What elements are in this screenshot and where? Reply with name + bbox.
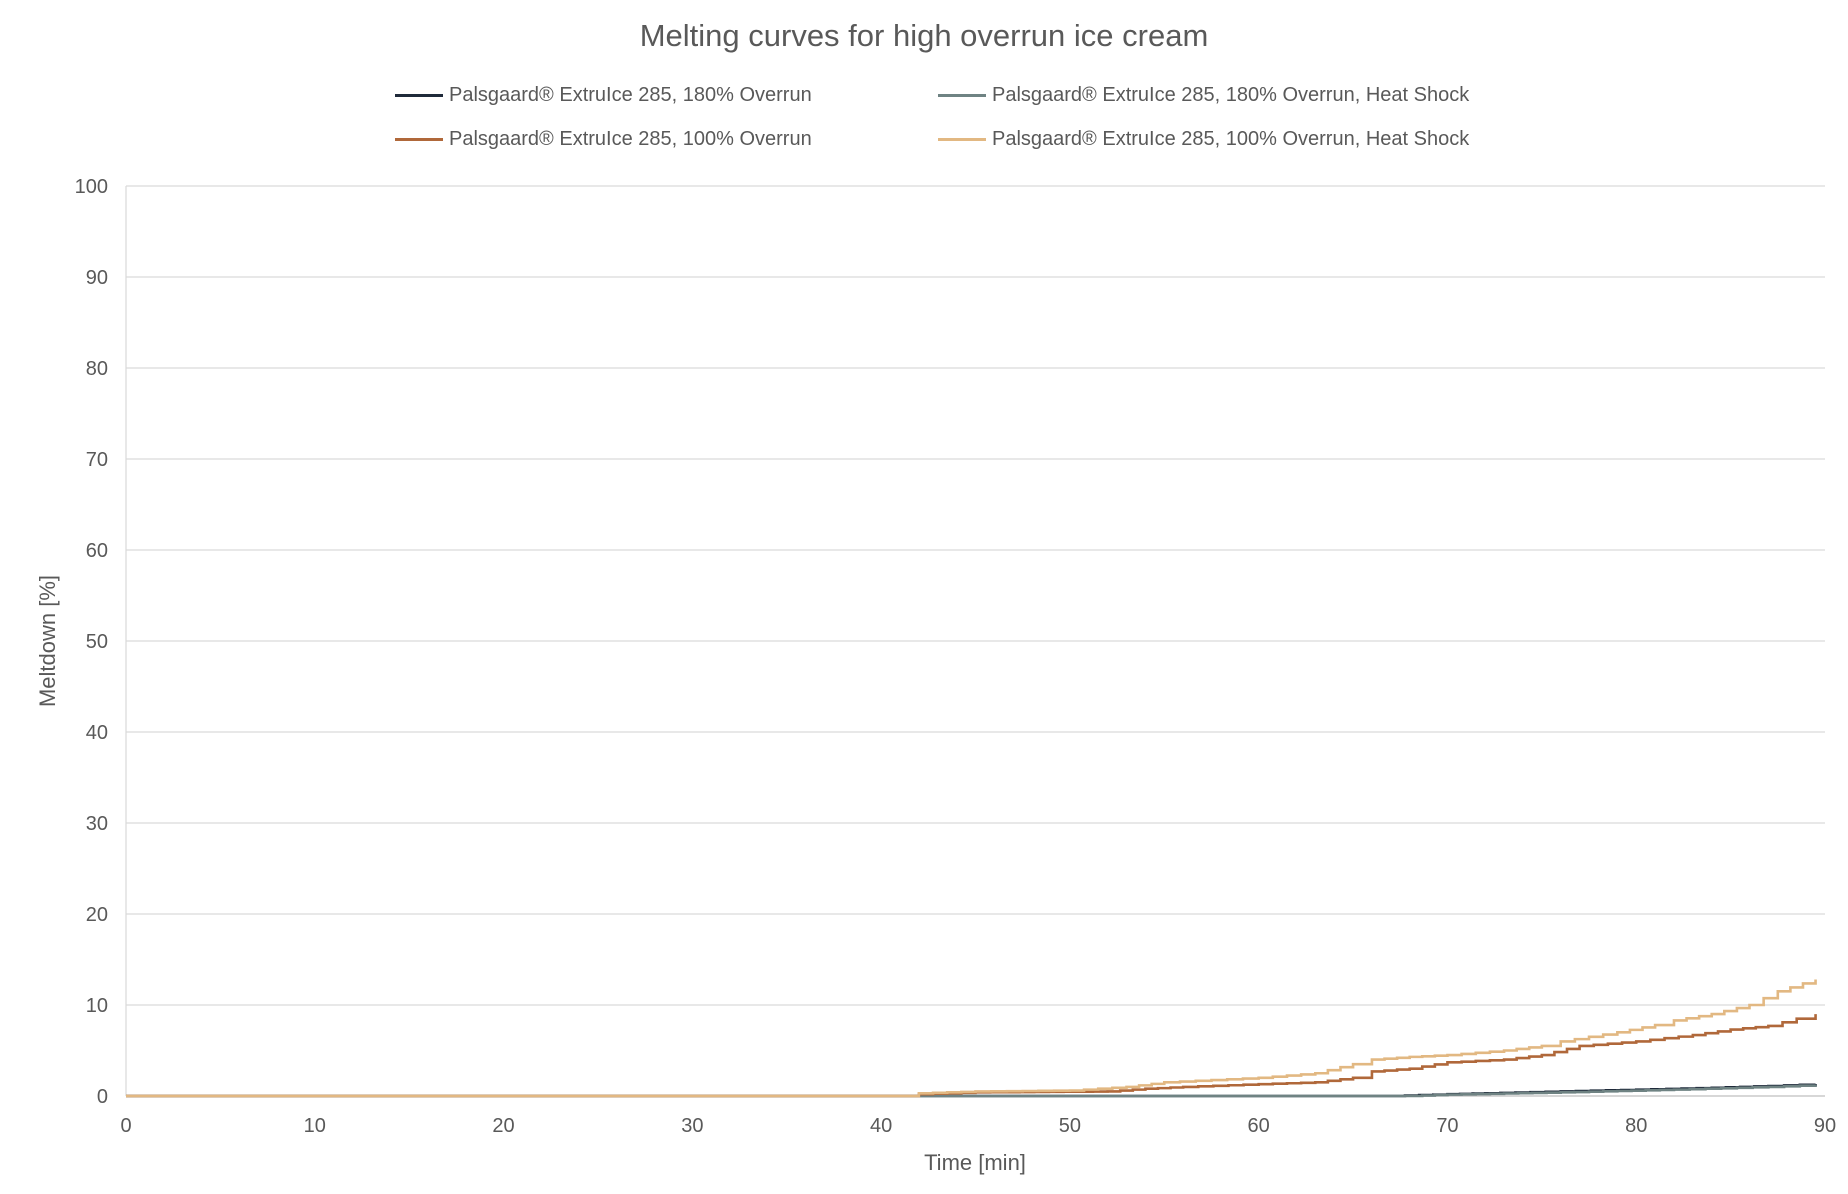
y-axis-label: Meltdown [%] (35, 575, 60, 707)
legend-swatch (395, 138, 443, 141)
y-tick-label: 0 (97, 1086, 108, 1108)
legend-label: Palsgaard® ExtruIce 285, 100% Overrun, H… (992, 128, 1470, 150)
legend-swatch (938, 138, 986, 141)
x-tick-label: 60 (1248, 1115, 1270, 1137)
y-tick-label: 60 (86, 540, 108, 562)
x-tick-label: 50 (1059, 1115, 1081, 1137)
series-line-0 (126, 1083, 1817, 1098)
legend-item-180-overrun-heat-shock: Palsgaard® ExtruIce 285, 180% Overrun, H… (938, 84, 1469, 107)
series-line-2 (126, 1014, 1817, 1098)
y-tick-label: 10 (86, 995, 108, 1017)
x-tick-label: 10 (304, 1115, 326, 1137)
y-tick-label: 30 (86, 813, 108, 835)
series-line-3 (126, 979, 1817, 1098)
legend-label: Palsgaard® ExtruIce 285, 100% Overrun (449, 128, 812, 150)
x-axis-label: Time [min] (924, 1150, 1026, 1175)
y-tick-label: 40 (86, 722, 108, 744)
chart-title: Melting curves for high overrun ice crea… (639, 18, 1209, 53)
x-tick-label: 30 (681, 1115, 703, 1137)
legend-label: Palsgaard® ExtruIce 285, 180% Overrun, H… (992, 84, 1470, 106)
y-tick-label: 70 (86, 449, 108, 471)
legend-label: Palsgaard® ExtruIce 285, 180% Overrun (449, 84, 812, 106)
y-tick-label: 100 (75, 176, 108, 198)
x-tick-label: 40 (870, 1115, 892, 1137)
legend-item-100-overrun-heat-shock: Palsgaard® ExtruIce 285, 100% Overrun, H… (938, 128, 1469, 151)
legend-swatch (395, 94, 443, 97)
y-tick-label: 50 (86, 631, 108, 653)
x-tick-label: 0 (120, 1115, 131, 1137)
x-tick-label: 90 (1814, 1115, 1836, 1137)
x-tick-label: 20 (492, 1115, 514, 1137)
x-tick-label: 70 (1436, 1115, 1458, 1137)
y-tick-label: 90 (86, 267, 108, 289)
x-tick-label: 80 (1625, 1115, 1647, 1137)
y-tick-label: 20 (86, 904, 108, 926)
y-tick-label: 80 (86, 358, 108, 380)
legend-swatch (938, 94, 986, 97)
legend-item-180-overrun: Palsgaard® ExtruIce 285, 180% Overrun (395, 84, 812, 107)
legend-item-100-overrun: Palsgaard® ExtruIce 285, 100% Overrun (395, 128, 812, 151)
